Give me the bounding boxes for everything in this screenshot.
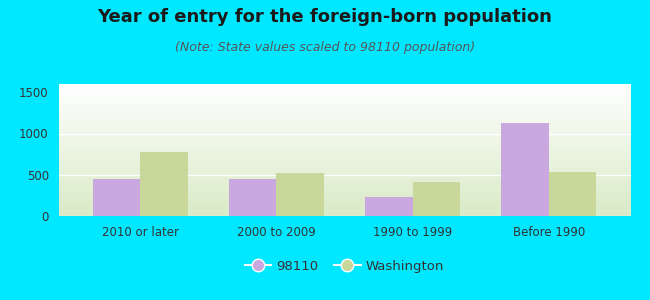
Bar bbox=[92, 179, 140, 216]
Bar bbox=[549, 172, 597, 216]
Text: Year of entry for the foreign-born population: Year of entry for the foreign-born popul… bbox=[98, 8, 552, 26]
Bar bbox=[413, 182, 460, 216]
Legend: 98110, Washington: 98110, Washington bbox=[239, 254, 450, 278]
Bar bbox=[365, 197, 413, 216]
Bar bbox=[229, 179, 276, 216]
Bar bbox=[501, 123, 549, 216]
Text: (Note: State values scaled to 98110 population): (Note: State values scaled to 98110 popu… bbox=[175, 40, 475, 53]
Bar bbox=[140, 152, 188, 216]
Bar bbox=[276, 173, 324, 216]
